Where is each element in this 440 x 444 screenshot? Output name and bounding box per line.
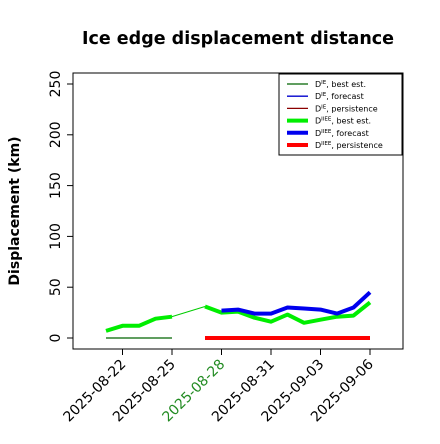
series-layer	[105, 290, 372, 340]
y-axis: 0 50 100 150 200 250	[48, 71, 74, 343]
series-line-iiee_forecast	[221, 290, 372, 316]
legend-entry: DIE, best est.	[315, 80, 366, 89]
series-connector-line	[171, 306, 206, 318]
legend-box	[278, 73, 403, 156]
legend-entry: DIE, persistence	[315, 104, 378, 113]
y-tick-label: 250	[48, 71, 64, 98]
x-axis: 2025-08-222025-08-252025-08-282025-08-31…	[60, 348, 377, 425]
y-tick-label: 50	[48, 278, 64, 296]
chart-title: Ice edge displacement distance	[82, 29, 394, 49]
y-tick-label: 0	[48, 334, 64, 343]
y-axis-label: Displacement (km)	[7, 136, 23, 285]
y-tick-label: 150	[48, 172, 64, 199]
legend-entry: DIIEE, best est.	[315, 117, 371, 126]
legend-entry: DIIEE, persistence	[315, 141, 383, 150]
legend-entry: DIE, forecast	[315, 92, 364, 101]
y-tick-label: 200	[48, 121, 64, 148]
y-tick-label: 100	[48, 223, 64, 250]
legend-entry: DIIEE, forecast	[315, 129, 369, 138]
series-line-iiee_best	[105, 314, 173, 333]
legend: DIE, best est. DIE, forecast DIE, persiste…	[278, 73, 403, 156]
